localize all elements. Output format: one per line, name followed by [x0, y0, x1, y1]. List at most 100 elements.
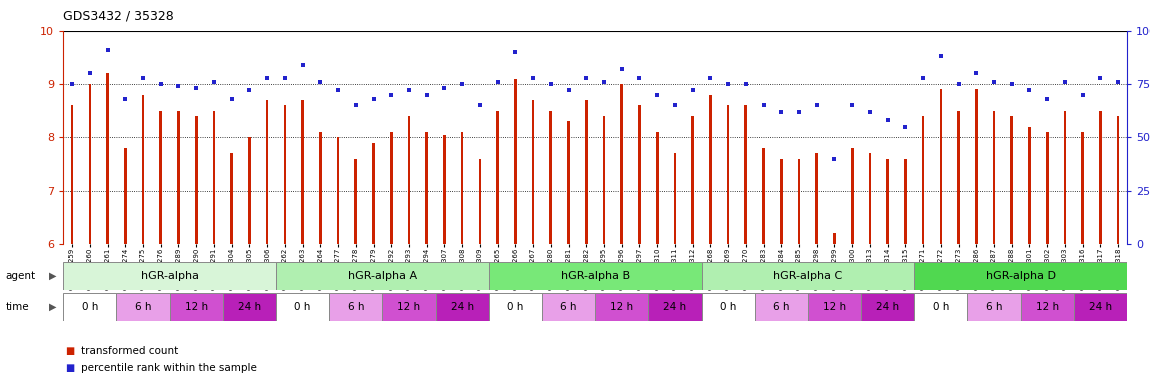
- Text: 24 h: 24 h: [876, 302, 899, 312]
- Point: [133, 74, 152, 81]
- Bar: [1099, 111, 1102, 244]
- Bar: [106, 73, 109, 244]
- Bar: [702, 262, 914, 290]
- Point: [950, 81, 968, 87]
- Point: [790, 109, 808, 115]
- Text: agent: agent: [6, 271, 36, 281]
- Text: 6 h: 6 h: [986, 302, 1003, 312]
- Point: [702, 74, 720, 81]
- Text: 0 h: 0 h: [507, 302, 523, 312]
- Point: [754, 102, 773, 108]
- Bar: [702, 293, 754, 321]
- Point: [542, 81, 560, 87]
- Bar: [1081, 132, 1084, 244]
- Bar: [63, 262, 276, 290]
- Bar: [1117, 116, 1119, 244]
- Bar: [531, 100, 535, 244]
- Text: time: time: [6, 302, 30, 312]
- Point: [666, 102, 684, 108]
- Text: 12 h: 12 h: [823, 302, 846, 312]
- Bar: [160, 111, 162, 244]
- Text: 24 h: 24 h: [1089, 302, 1112, 312]
- Bar: [542, 293, 596, 321]
- Bar: [337, 137, 339, 244]
- Bar: [319, 132, 322, 244]
- Point: [719, 81, 737, 87]
- Point: [293, 62, 312, 68]
- Point: [613, 66, 631, 72]
- Bar: [940, 89, 942, 244]
- Point: [737, 81, 756, 87]
- Text: GDS3432 / 35328: GDS3432 / 35328: [63, 10, 174, 23]
- Text: hGR-alpha C: hGR-alpha C: [773, 271, 843, 281]
- Text: hGR-alpha A: hGR-alpha A: [347, 271, 417, 281]
- Text: 0 h: 0 h: [82, 302, 98, 312]
- Text: ■: ■: [66, 346, 75, 356]
- Bar: [649, 293, 702, 321]
- Point: [826, 156, 844, 162]
- Point: [1073, 91, 1091, 98]
- Point: [205, 79, 223, 85]
- Bar: [904, 159, 906, 244]
- Bar: [815, 153, 818, 244]
- Bar: [461, 132, 463, 244]
- Bar: [489, 262, 702, 290]
- Text: 0 h: 0 h: [720, 302, 736, 312]
- Text: ■: ■: [66, 363, 75, 373]
- Text: hGR-alpha: hGR-alpha: [140, 271, 199, 281]
- Point: [683, 87, 702, 93]
- Text: 24 h: 24 h: [664, 302, 687, 312]
- Bar: [426, 132, 428, 244]
- Point: [1003, 81, 1021, 87]
- Point: [1109, 79, 1127, 85]
- Text: 6 h: 6 h: [560, 302, 577, 312]
- Bar: [861, 293, 914, 321]
- Bar: [780, 159, 783, 244]
- Bar: [967, 293, 1021, 321]
- Text: percentile rank within the sample: percentile rank within the sample: [81, 363, 256, 373]
- Bar: [868, 153, 872, 244]
- Text: transformed count: transformed count: [81, 346, 178, 356]
- Point: [152, 81, 170, 87]
- Point: [772, 109, 790, 115]
- Text: ▶: ▶: [49, 302, 58, 312]
- Point: [417, 91, 436, 98]
- Text: 0 h: 0 h: [933, 302, 949, 312]
- Point: [63, 81, 82, 87]
- Bar: [674, 153, 676, 244]
- Bar: [567, 121, 570, 244]
- Bar: [497, 111, 499, 244]
- Text: 12 h: 12 h: [1036, 302, 1059, 312]
- Bar: [691, 116, 693, 244]
- Bar: [124, 148, 126, 244]
- Bar: [754, 293, 807, 321]
- Bar: [620, 84, 623, 244]
- Bar: [284, 105, 286, 244]
- Bar: [975, 89, 977, 244]
- Point: [99, 47, 117, 53]
- Bar: [914, 262, 1127, 290]
- Point: [222, 96, 240, 102]
- Point: [1091, 74, 1110, 81]
- Text: 6 h: 6 h: [135, 302, 152, 312]
- Bar: [141, 94, 145, 244]
- Bar: [1011, 116, 1013, 244]
- Bar: [373, 142, 375, 244]
- Point: [240, 87, 259, 93]
- Point: [506, 49, 524, 55]
- Bar: [170, 293, 223, 321]
- Bar: [276, 262, 489, 290]
- Point: [312, 79, 330, 85]
- Bar: [798, 159, 800, 244]
- Bar: [1074, 293, 1127, 321]
- Point: [595, 79, 613, 85]
- Point: [807, 102, 826, 108]
- Point: [984, 79, 1003, 85]
- Bar: [407, 116, 411, 244]
- Bar: [213, 111, 215, 244]
- Bar: [762, 148, 765, 244]
- Bar: [833, 233, 836, 244]
- Bar: [71, 105, 74, 244]
- Bar: [478, 159, 481, 244]
- Point: [647, 91, 666, 98]
